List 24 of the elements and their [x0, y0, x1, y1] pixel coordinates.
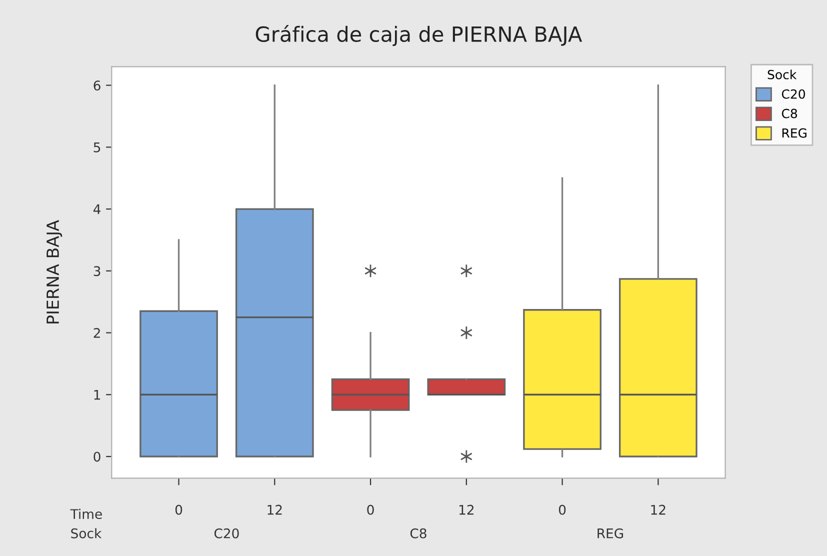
chart-title: Gráfica de caja de PIERNA BAJA: [256, 25, 582, 46]
text: Sock: [71, 528, 102, 538]
y-tick-label: 4: [93, 204, 100, 214]
y-tick-label: 1: [94, 390, 100, 400]
y-tick-label: 2: [94, 328, 100, 338]
y-tick-label: 5: [94, 142, 100, 152]
legend-label: REG: [782, 128, 806, 138]
x-tick-label: 12: [459, 504, 474, 515]
x-tick-label: 12: [651, 504, 666, 515]
x-tick-label: 0: [175, 504, 182, 515]
x-tick-label: 0: [367, 504, 374, 515]
text: Time: [70, 508, 102, 520]
y-tick-label: 0: [94, 452, 100, 462]
x-tick-label: 0: [558, 504, 566, 515]
text: C20: [214, 528, 239, 538]
legend-title: Sock: [768, 70, 797, 80]
text: C8: [410, 528, 426, 538]
y-tick-label: 3: [94, 266, 100, 276]
legend-label: C8: [782, 108, 798, 118]
y-tick-label: 6: [94, 80, 100, 90]
y-axis-title: PIERNA BAJA: [46, 220, 62, 324]
text: REG: [598, 528, 624, 538]
legend-label: C20: [782, 89, 806, 99]
x-tick-label: 12: [268, 504, 282, 515]
